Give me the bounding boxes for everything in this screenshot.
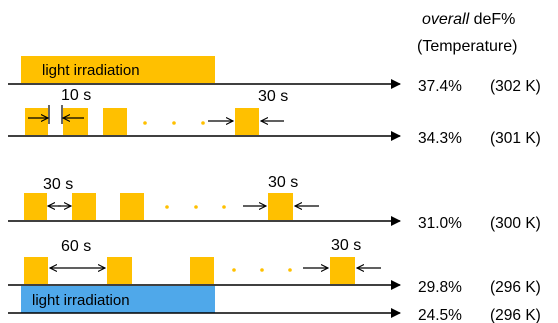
result-value: 29.8%: [418, 279, 462, 296]
result-temperature: (300 K): [490, 215, 541, 232]
ellipsis-dot: [194, 205, 198, 209]
ellipsis-dot: [288, 268, 292, 272]
ellipsis-dot: [165, 205, 169, 209]
pulse-block: [120, 193, 144, 220]
on-interval-label: 30 s: [268, 174, 298, 191]
result-value: 24.5%: [418, 307, 462, 323]
off-interval-label: 60 s: [61, 238, 91, 255]
result-value: 34.3%: [418, 130, 462, 147]
pulse-block: [330, 257, 355, 284]
continuous-bar-orange: [21, 56, 215, 83]
pulse-block: [107, 257, 132, 284]
pulse-block: [103, 108, 127, 135]
ellipsis-dot: [143, 121, 147, 125]
result-temperature: (296 K): [490, 307, 541, 323]
ellipsis-dot: [172, 121, 176, 125]
result-value: 37.4%: [418, 78, 462, 95]
off-interval-label: 30 s: [43, 176, 73, 193]
result-temperature: (302 K): [490, 78, 541, 95]
continuous-bar-label: light irradiation: [32, 292, 130, 309]
ellipsis-dot: [201, 121, 205, 125]
off-interval-label: 10 s: [61, 87, 91, 104]
header-temperature: (Temperature): [417, 38, 517, 55]
row-pulsed-10s: 10 s 30 s 34.3% (301 K): [8, 87, 541, 147]
row-pulsed-30s: 30 s 30 s 31.0% (300 K): [8, 174, 541, 232]
pulse-block: [190, 257, 214, 284]
ellipsis-dot: [260, 268, 264, 272]
header-def-text: deF%: [469, 11, 515, 28]
row-continuous-orange: light irradiation 37.4% (302 K): [8, 56, 541, 95]
ellipsis-dot: [232, 268, 236, 272]
on-interval-label: 30 s: [258, 88, 288, 105]
on-interval-label: 30 s: [331, 237, 361, 254]
header-overall-text: overall: [422, 11, 470, 28]
result-value: 31.0%: [418, 215, 462, 232]
result-temperature: (301 K): [490, 130, 541, 147]
continuous-bar-blue: [21, 286, 215, 313]
pulse-block: [268, 193, 293, 220]
continuous-bar-label: light irradiation: [42, 62, 140, 79]
ellipsis-dot: [222, 205, 226, 209]
row-continuous-blue: light irradiation 24.5% (296 K): [8, 286, 541, 323]
header-title: overall deF%: [422, 11, 515, 28]
result-temperature: (296 K): [490, 279, 541, 296]
row-pulsed-60s: 60 s 30 s 29.8% (296 K): [8, 237, 541, 296]
pulse-block: [24, 193, 47, 220]
pulse-block: [63, 108, 88, 135]
pulse-block: [24, 257, 48, 284]
pulse-block: [25, 108, 48, 135]
pulse-block: [235, 108, 259, 135]
pulse-block: [72, 193, 96, 220]
